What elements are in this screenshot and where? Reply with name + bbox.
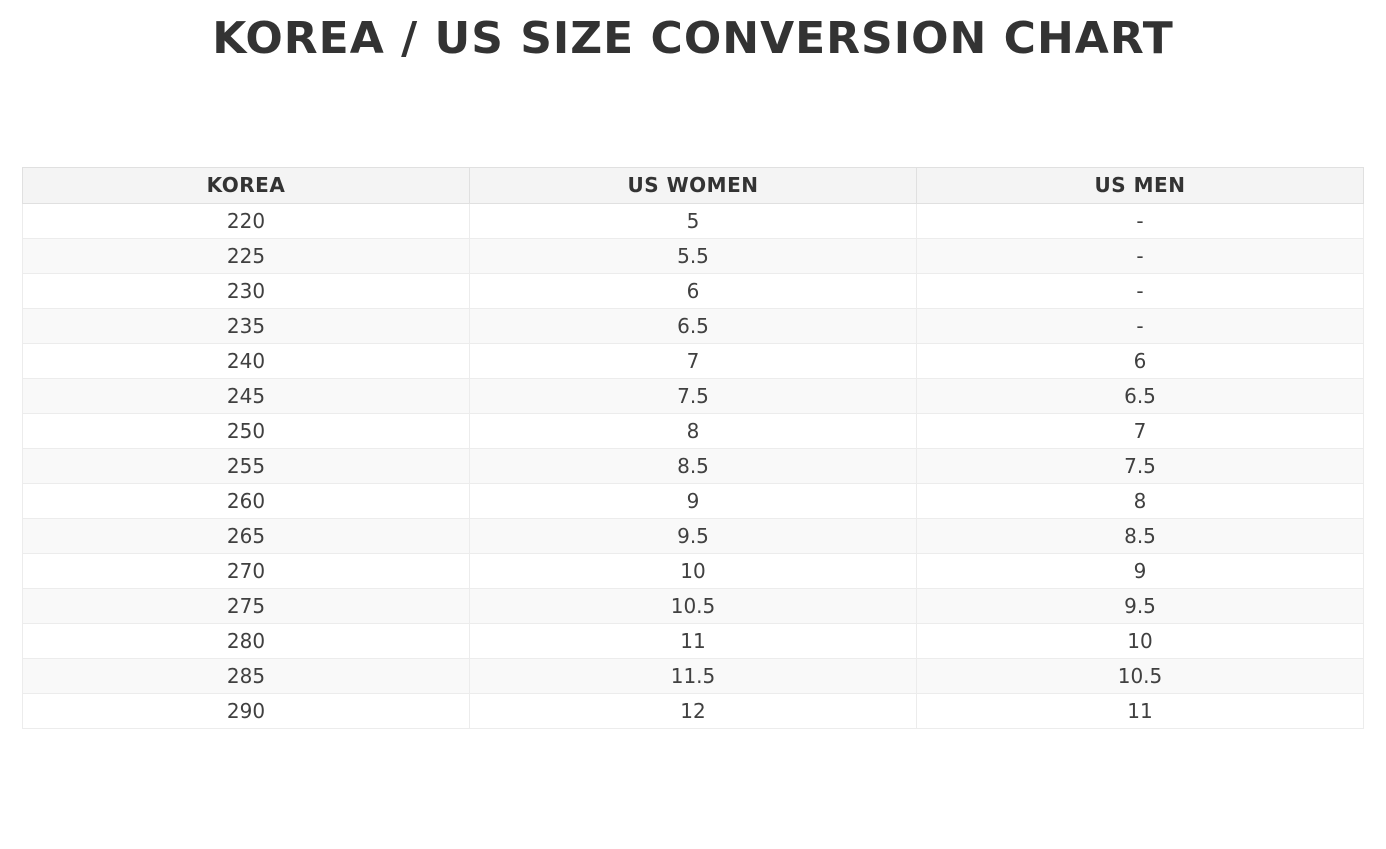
table-cell: 5 xyxy=(469,203,917,239)
table-cell: 270 xyxy=(22,553,470,589)
table-cell: - xyxy=(916,273,1364,309)
table-cell: 10.5 xyxy=(469,588,917,624)
table-cell: 230 xyxy=(22,273,470,309)
column-header: US MEN xyxy=(916,166,1364,204)
table-row: 230 6- xyxy=(22,273,1364,309)
table-cell: 8 xyxy=(469,413,917,449)
table-cell: 8.5 xyxy=(469,448,917,484)
table-cell: 11 xyxy=(469,623,917,659)
table-cell: 9.5 xyxy=(916,588,1364,624)
table-row: 250 8 7 xyxy=(22,413,1364,449)
table-cell: 235 xyxy=(22,308,470,344)
table-cell: - xyxy=(916,203,1364,239)
table-cell: 10.5 xyxy=(916,658,1364,694)
table-cell: 6.5 xyxy=(469,308,917,344)
table-cell: 7 xyxy=(469,343,917,379)
table-row: 285 11.5 10.5 xyxy=(22,658,1364,694)
column-header: US WOMEN xyxy=(469,166,917,204)
table-cell: 6.5 xyxy=(916,378,1364,414)
table-cell: 275 xyxy=(22,588,470,624)
conversion-table: KOREA US WOMEN US MEN 220 5-225 5.5-230 6-235… xyxy=(22,166,1364,729)
table-row: 280 11 10 xyxy=(22,623,1364,659)
table-cell: 280 xyxy=(22,623,470,659)
table-cell: 250 xyxy=(22,413,470,449)
table-cell: 6 xyxy=(916,343,1364,379)
table-row: 270 10 9 xyxy=(22,553,1364,589)
table-cell: 8.5 xyxy=(916,518,1364,554)
table-body: 220 5-225 5.5-230 6-235 6.5-240 7 6 245 7.5 6.5 25… xyxy=(22,203,1364,729)
table-cell: 265 xyxy=(22,518,470,554)
table-cell: 9 xyxy=(916,553,1364,589)
table-cell: 240 xyxy=(22,343,470,379)
conversion-table-container: KOREA US WOMEN US MEN 220 5-225 5.5-230 6-235… xyxy=(22,166,1364,729)
column-header: KOREA xyxy=(22,166,470,204)
table-cell: 245 xyxy=(22,378,470,414)
table-row: 255 8.5 7.5 xyxy=(22,448,1364,484)
table-cell: 6 xyxy=(469,273,917,309)
table-cell: 290 xyxy=(22,693,470,729)
table-row: 245 7.5 6.5 xyxy=(22,378,1364,414)
table-row: 240 7 6 xyxy=(22,343,1364,379)
table-cell: 11 xyxy=(916,693,1364,729)
table-head: KOREA US WOMEN US MEN xyxy=(22,166,1364,204)
table-cell: - xyxy=(916,308,1364,344)
table-cell: 9 xyxy=(469,483,917,519)
table-row: 260 9 8 xyxy=(22,483,1364,519)
table-row: 220 5- xyxy=(22,203,1364,239)
table-header-row: KOREA US WOMEN US MEN xyxy=(22,166,1364,204)
table-cell: 285 xyxy=(22,658,470,694)
table-row: 265 9.5 8.5 xyxy=(22,518,1364,554)
table-cell: 10 xyxy=(916,623,1364,659)
table-cell: 12 xyxy=(469,693,917,729)
page-title: KOREA / US SIZE CONVERSION CHART xyxy=(212,13,1174,64)
table-cell: 255 xyxy=(22,448,470,484)
table-row: 225 5.5- xyxy=(22,238,1364,274)
table-cell: 7 xyxy=(916,413,1364,449)
table-cell: 8 xyxy=(916,483,1364,519)
table-cell: 7.5 xyxy=(916,448,1364,484)
table-cell: 7.5 xyxy=(469,378,917,414)
table-cell: 260 xyxy=(22,483,470,519)
table-cell: 225 xyxy=(22,238,470,274)
table-cell: 11.5 xyxy=(469,658,917,694)
table-cell: 9.5 xyxy=(469,518,917,554)
table-cell: 10 xyxy=(469,553,917,589)
table-row: 235 6.5- xyxy=(22,308,1364,344)
table-cell: - xyxy=(916,238,1364,274)
table-cell: 5.5 xyxy=(469,238,917,274)
table-row: 275 10.5 9.5 xyxy=(22,588,1364,624)
table-row: 290 12 11 xyxy=(22,693,1364,729)
table-cell: 220 xyxy=(22,203,470,239)
